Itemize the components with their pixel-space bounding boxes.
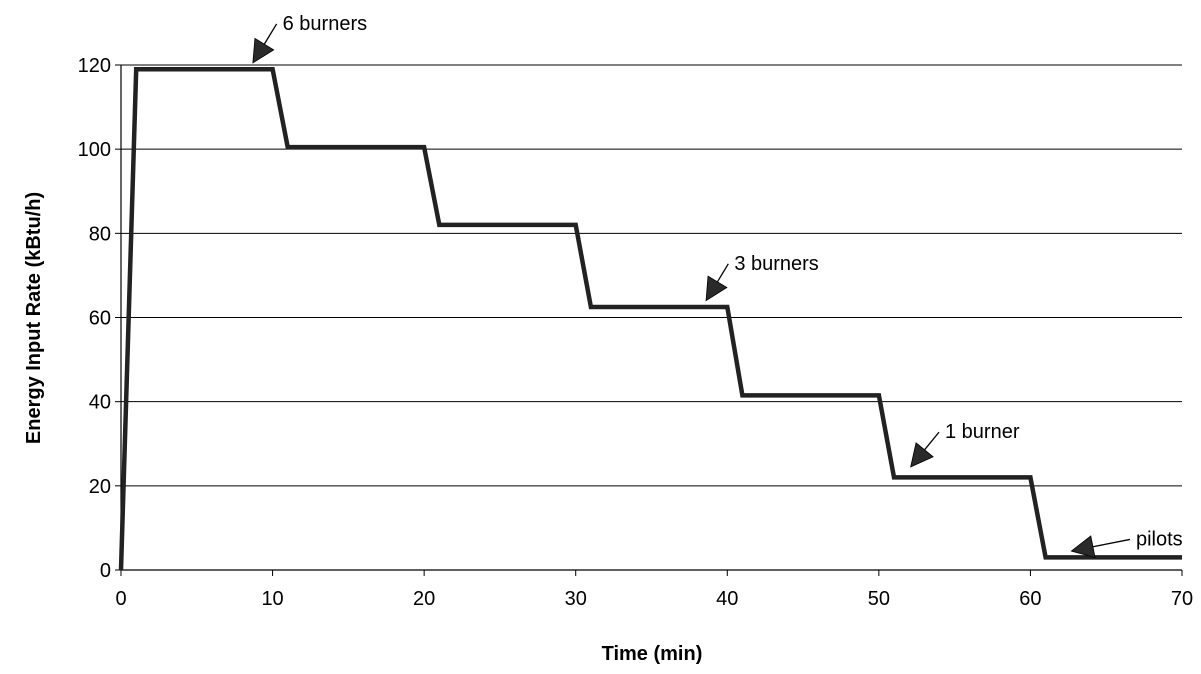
annotation-arrow-head xyxy=(910,442,934,468)
y-tick-label: 20 xyxy=(89,476,111,498)
y-tick-label: 40 xyxy=(89,392,111,414)
series-line xyxy=(118,66,1182,571)
x-tick-label: 20 xyxy=(413,588,435,610)
axes: 0 20 40 60 80 100 120 0 10 20 30 40 50 60 70 xyxy=(78,55,1194,610)
y-tick-label: 60 xyxy=(89,308,111,330)
y-tick-label: 120 xyxy=(78,55,111,77)
axis-titles: Time (min) Energy Input Rate (kBtu/h) xyxy=(23,192,702,665)
annotation-label: 6 burners xyxy=(283,13,368,35)
annotation-arrow-head xyxy=(1070,535,1096,559)
x-tick-label: 50 xyxy=(868,588,890,610)
x-tick-label: 60 xyxy=(1019,588,1041,610)
annotation-label: 1 burner xyxy=(945,421,1020,443)
annotation-arrow-head xyxy=(252,37,275,64)
x-axis-title: Time (min) xyxy=(602,643,703,665)
y-tick-label: 100 xyxy=(78,139,111,161)
annotations: 6 burners 3 burners 1 burner pilots xyxy=(252,13,1183,559)
x-tick-label: 40 xyxy=(716,588,738,610)
annotation-arrow-shaft xyxy=(716,263,729,283)
x-tick-label: 0 xyxy=(115,588,126,610)
x-tick-label: 10 xyxy=(261,588,283,610)
annotation-arrow-head xyxy=(705,275,728,302)
annotation-arrow-shaft xyxy=(263,23,278,45)
annotation-arrow-shaft xyxy=(1092,538,1131,548)
y-tick-label: 80 xyxy=(89,223,111,245)
x-tick-label: 70 xyxy=(1171,588,1193,610)
gridlines xyxy=(121,64,1182,487)
data-series xyxy=(118,66,1183,571)
x-tick-label: 30 xyxy=(565,588,587,610)
annotation-label: 3 burners xyxy=(734,253,819,275)
y-tick-label: 0 xyxy=(100,560,111,582)
annotation-label: pilots xyxy=(1136,528,1183,550)
annotation-arrow-shaft xyxy=(924,431,940,451)
y-axis-title: Energy Input Rate (kBtu/h) xyxy=(23,192,45,444)
